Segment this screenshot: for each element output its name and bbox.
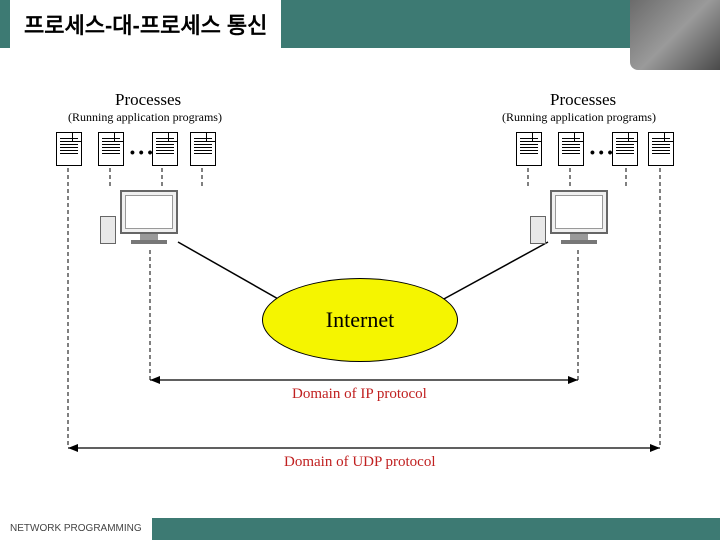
internet-label: Internet <box>326 307 394 333</box>
processes-sublabel-left: (Running application programs) <box>68 110 222 125</box>
processes-label-right: Processes <box>550 90 616 110</box>
title-bar: 프로세스-대-프로세스 통신 <box>0 0 720 48</box>
domain-udp-label: Domain of UDP protocol <box>284 454 436 471</box>
doc-icon-left-0 <box>56 132 84 171</box>
doc-icon-right-2 <box>612 132 640 171</box>
computer-left <box>120 190 178 244</box>
doc-icon-right-3 <box>648 132 676 171</box>
doc-icon-left-2 <box>152 132 180 171</box>
doc-icon-right-0 <box>516 132 544 171</box>
footer-text: NETWORK PROGRAMMING <box>0 518 152 540</box>
slide-title: 프로세스-대-프로세스 통신 <box>10 0 281 48</box>
computer-right <box>550 190 608 244</box>
processes-sublabel-right: (Running application programs) <box>502 110 656 125</box>
internet-node: Internet <box>262 278 458 362</box>
ellipsis-left: • • • <box>130 144 152 160</box>
processes-label-left: Processes <box>115 90 181 110</box>
doc-icon-left-3 <box>190 132 218 171</box>
ellipsis-right: • • • <box>590 144 612 160</box>
domain-ip-label: Domain of IP protocol <box>292 386 427 403</box>
diagram-area: Processes (Running application programs)… <box>30 60 690 500</box>
doc-icon-right-1 <box>558 132 586 171</box>
doc-icon-left-1 <box>98 132 126 171</box>
